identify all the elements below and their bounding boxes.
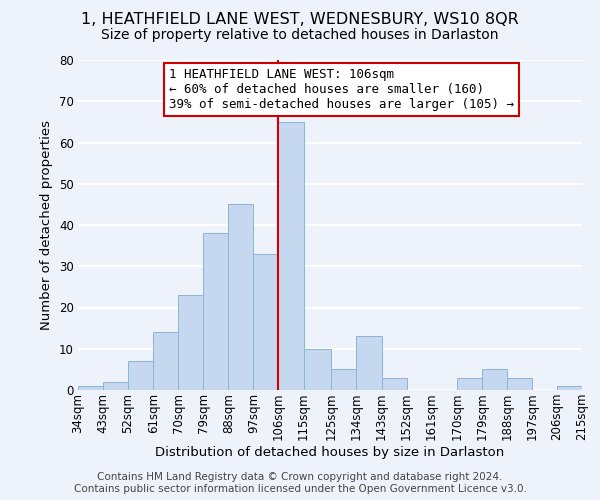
Bar bbox=[253, 254, 278, 390]
Bar bbox=[507, 378, 532, 390]
Bar bbox=[482, 370, 507, 390]
Bar bbox=[128, 361, 153, 390]
Text: 1 HEATHFIELD LANE WEST: 106sqm
← 60% of detached houses are smaller (160)
39% of: 1 HEATHFIELD LANE WEST: 106sqm ← 60% of … bbox=[169, 68, 514, 112]
Text: Size of property relative to detached houses in Darlaston: Size of property relative to detached ho… bbox=[101, 28, 499, 42]
Bar bbox=[278, 122, 304, 390]
Bar bbox=[382, 378, 407, 390]
Bar bbox=[153, 332, 178, 390]
Bar bbox=[304, 349, 331, 390]
Bar bbox=[557, 386, 582, 390]
Bar bbox=[103, 382, 128, 390]
Bar bbox=[229, 204, 253, 390]
Bar bbox=[78, 386, 103, 390]
Bar bbox=[203, 233, 229, 390]
X-axis label: Distribution of detached houses by size in Darlaston: Distribution of detached houses by size … bbox=[155, 446, 505, 459]
Bar bbox=[457, 378, 482, 390]
Bar bbox=[331, 370, 356, 390]
Text: 1, HEATHFIELD LANE WEST, WEDNESBURY, WS10 8QR: 1, HEATHFIELD LANE WEST, WEDNESBURY, WS1… bbox=[81, 12, 519, 28]
Text: Contains HM Land Registry data © Crown copyright and database right 2024.
Contai: Contains HM Land Registry data © Crown c… bbox=[74, 472, 526, 494]
Y-axis label: Number of detached properties: Number of detached properties bbox=[40, 120, 53, 330]
Bar bbox=[356, 336, 382, 390]
Bar bbox=[178, 295, 203, 390]
